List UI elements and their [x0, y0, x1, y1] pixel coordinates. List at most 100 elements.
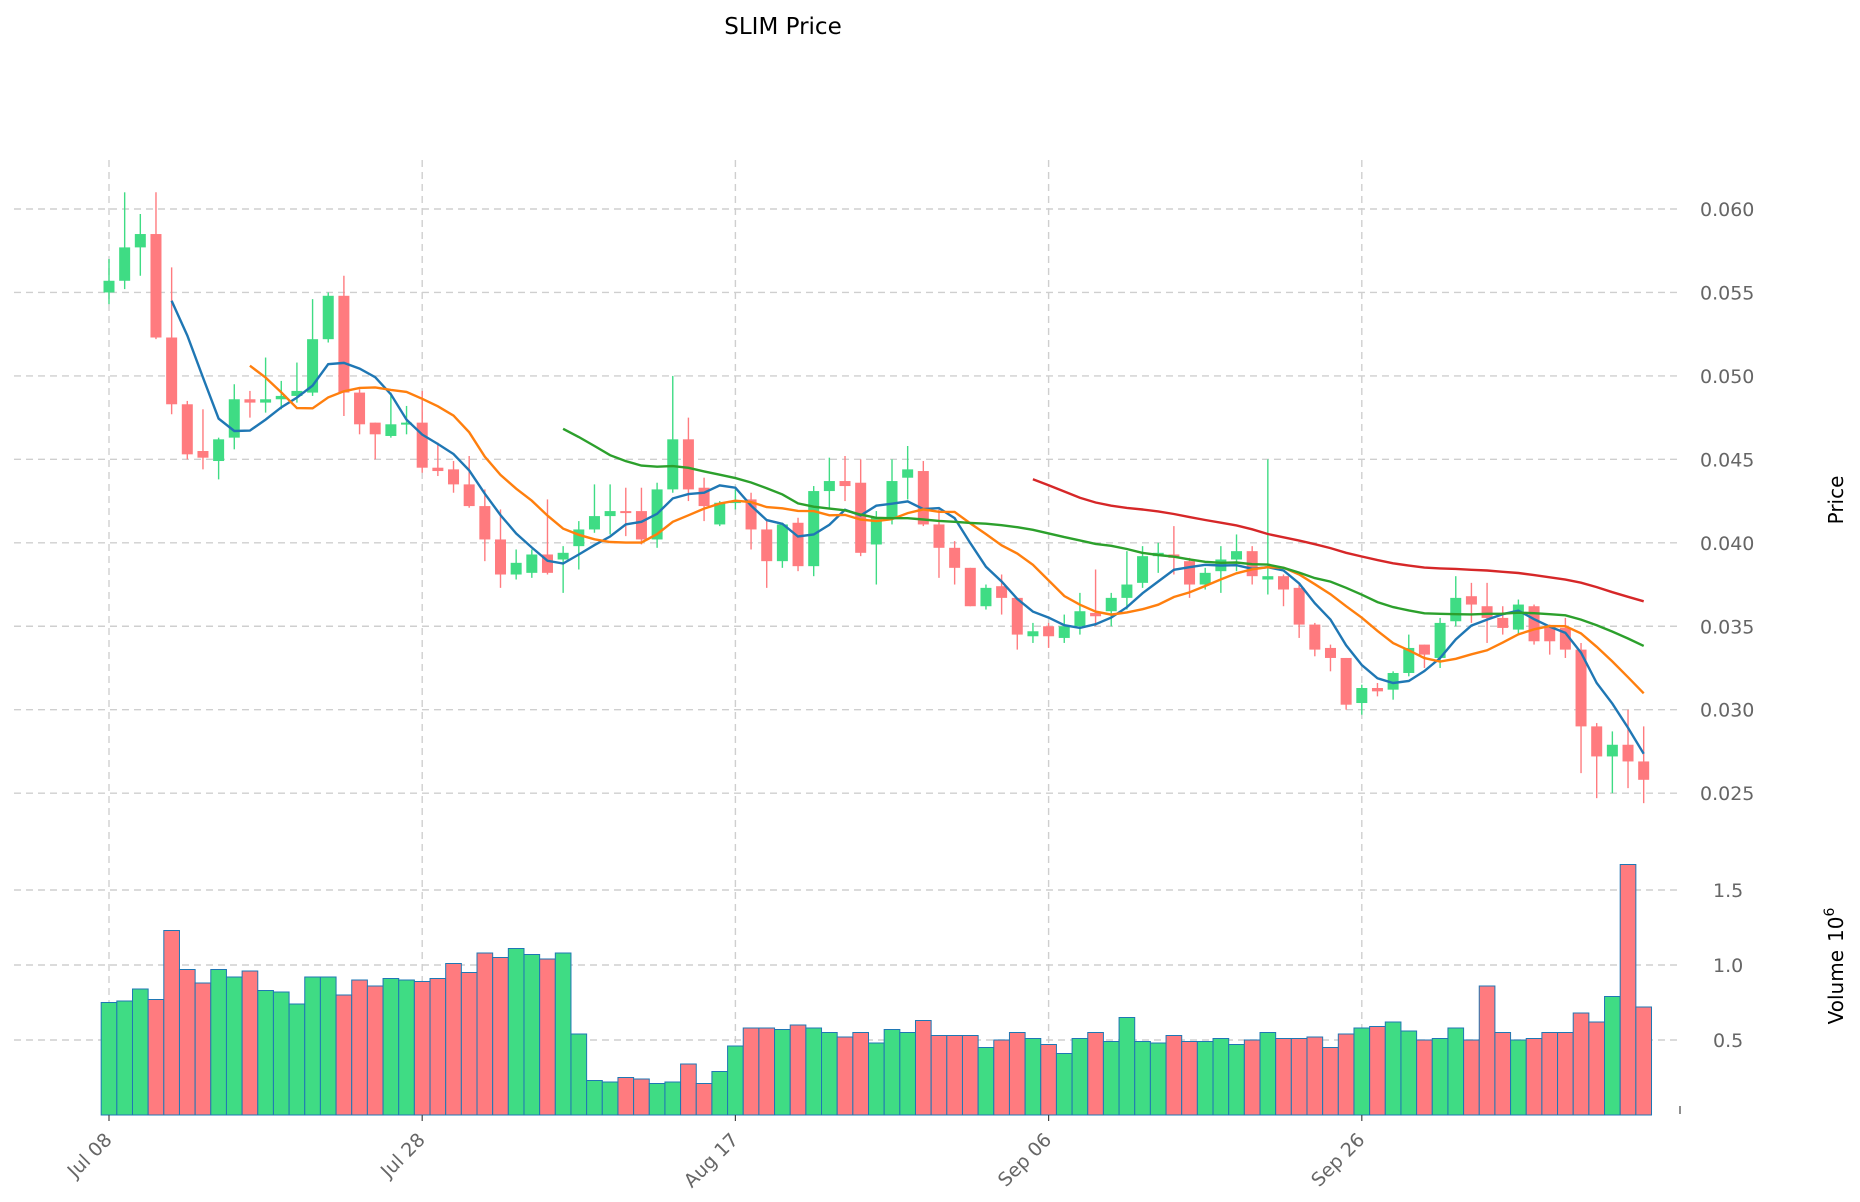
volume-bar [570, 1033, 588, 1116]
volume-bar [774, 1029, 791, 1116]
volume-bar [445, 963, 462, 1116]
candle-down [949, 547, 961, 568]
candle-up [1387, 672, 1399, 690]
candle-down [1575, 649, 1587, 727]
candle-down [1011, 597, 1023, 635]
volume-bar [225, 976, 243, 1116]
candle-up [260, 399, 272, 403]
price-tick-label: 0.025 [1700, 783, 1754, 805]
volume-bar [1604, 996, 1621, 1116]
candle-up [275, 395, 287, 400]
volume-bar [163, 930, 180, 1116]
volume-bar [335, 994, 353, 1116]
volume-bar [727, 1045, 744, 1116]
candle-up [228, 399, 240, 438]
date-tick-label: Sep 06 [994, 1129, 1056, 1191]
price-tick-label: 0.045 [1700, 449, 1754, 471]
candle-up [291, 390, 303, 396]
candle-up [385, 424, 397, 436]
candle-down [682, 439, 694, 490]
candle-down [1497, 617, 1509, 628]
price-tick-label: 0.060 [1700, 199, 1754, 221]
volume-bar [1071, 1038, 1089, 1116]
candle-down [1465, 596, 1477, 605]
volume-bar [554, 952, 572, 1116]
volume-bar [601, 1081, 619, 1116]
candle-up [119, 247, 131, 281]
volume-bar [288, 1003, 306, 1116]
candle-up [322, 295, 334, 340]
volume-bar [1181, 1041, 1198, 1116]
volume-bar [460, 972, 478, 1116]
candle-down [1309, 624, 1321, 650]
volume-bar [930, 1035, 948, 1116]
volume-bar [210, 969, 227, 1116]
candle-up [1231, 551, 1243, 560]
candle-up [1450, 597, 1462, 622]
volume-bar [821, 1032, 838, 1116]
volume-bar [617, 1077, 635, 1116]
volume-bar [586, 1080, 603, 1116]
volume-bar [946, 1035, 963, 1116]
candle-down [996, 586, 1008, 598]
volume-bar [429, 978, 447, 1116]
grid-lines [14, 160, 1680, 1115]
candle-down [150, 234, 162, 338]
volume-bar [1463, 1039, 1480, 1116]
candle-down [338, 295, 350, 393]
candle-down [369, 422, 381, 435]
candle-down [463, 484, 475, 507]
volume-axis-label-text: Volume [1824, 950, 1848, 1024]
volume-bar [648, 1083, 666, 1116]
candle-down [354, 392, 366, 425]
candle-up [1606, 744, 1618, 757]
volume-bars [100, 864, 1653, 1116]
moving-average-30-line [562, 427, 1645, 647]
volume-multiplier-base: 10 [1824, 917, 1848, 942]
volume-bar [413, 981, 431, 1116]
candle-up [1262, 576, 1274, 580]
volume-bar [539, 958, 556, 1116]
volume-bar [241, 970, 259, 1116]
candle-up [1027, 631, 1039, 637]
candle-down [1638, 761, 1650, 780]
candle-down [1591, 726, 1603, 757]
volume-bar [993, 1039, 1010, 1116]
volume-bar [977, 1047, 995, 1116]
volume-bar [1572, 1012, 1590, 1116]
volume-bar [1447, 1027, 1465, 1116]
candle-up [1512, 604, 1524, 630]
volume-bar [1259, 1032, 1277, 1116]
candle-down [792, 522, 804, 567]
candle-down [745, 499, 757, 530]
candle-down [1622, 744, 1634, 762]
volume-bar [1510, 1039, 1527, 1116]
candle-up [776, 524, 788, 562]
volume-bar [382, 978, 400, 1116]
candle-down [933, 524, 945, 548]
volume-bar [1196, 1041, 1214, 1116]
candle-up [714, 502, 726, 525]
volume-bar [272, 991, 290, 1116]
price-tick-label: 0.030 [1700, 700, 1754, 722]
volume-bar [1478, 985, 1496, 1116]
volume-bar [664, 1081, 682, 1116]
candle-up [103, 280, 115, 293]
price-candles [103, 192, 1650, 804]
volume-bar [1243, 1039, 1261, 1116]
volume-bar [507, 948, 525, 1116]
price-tick-label: 0.050 [1700, 366, 1754, 388]
candle-down [635, 511, 647, 540]
candle-down [917, 471, 929, 525]
candle-down [1481, 606, 1493, 618]
volume-bar [304, 976, 321, 1116]
date-tick-label: Aug 17 [680, 1129, 743, 1192]
candle-down [620, 511, 632, 514]
date-tick-label: Sep 26 [1307, 1129, 1369, 1191]
volume-bar [1353, 1027, 1371, 1116]
volume-bar [398, 979, 415, 1116]
candle-up [557, 552, 569, 560]
candle-down [1090, 612, 1102, 617]
volume-bar [1087, 1032, 1104, 1116]
